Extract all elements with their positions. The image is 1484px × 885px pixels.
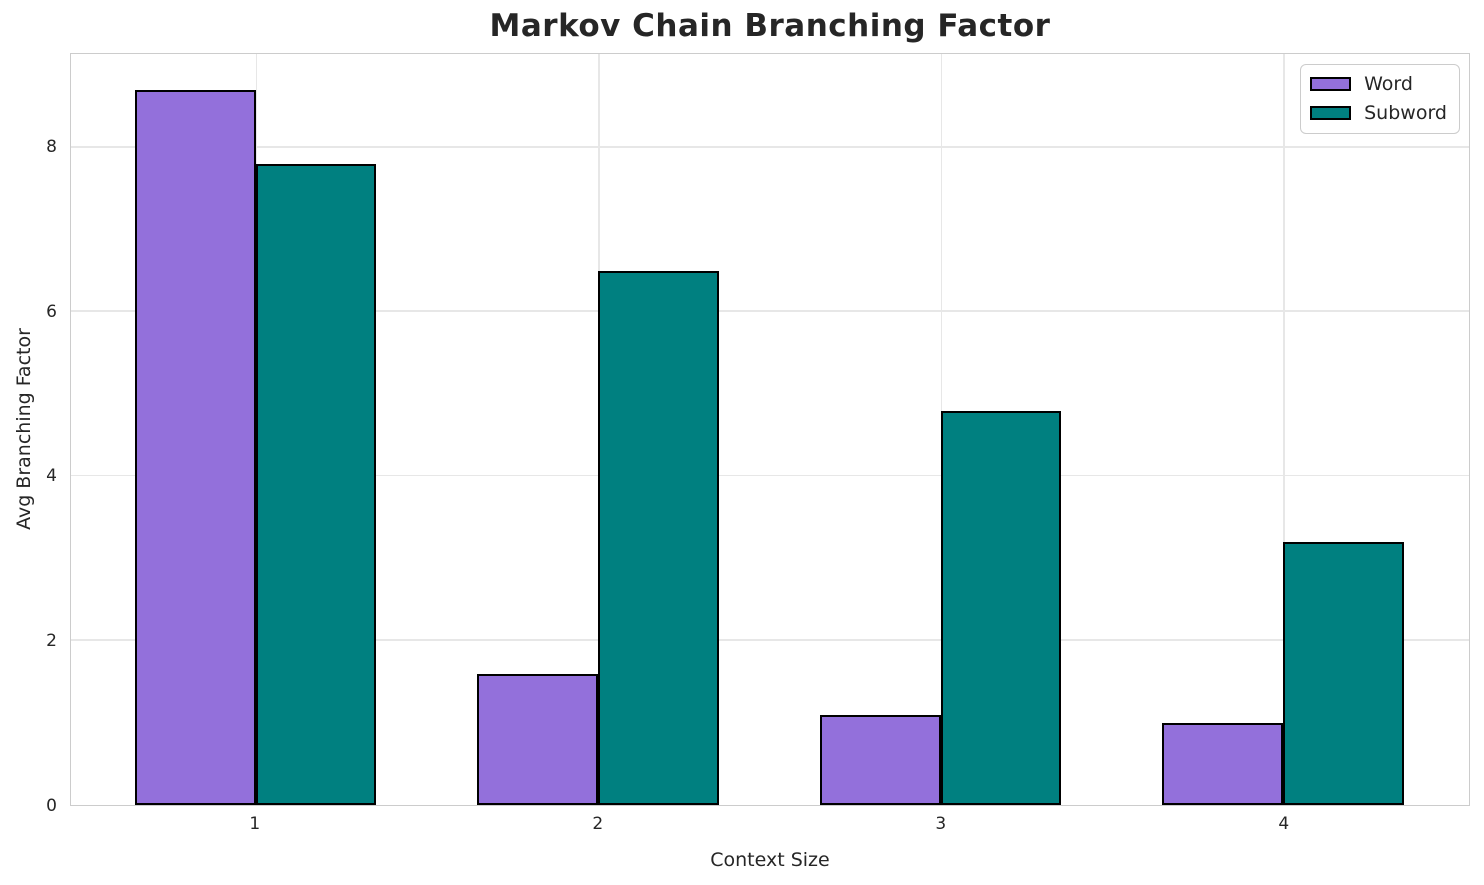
legend-swatch-word — [1310, 77, 1352, 92]
legend-label: Word — [1364, 73, 1413, 95]
bar-subword-2 — [598, 270, 719, 805]
x-tick-label: 2 — [592, 814, 604, 834]
x-tick-label: 1 — [249, 814, 261, 834]
bar-subword-4 — [1283, 542, 1404, 805]
legend: Word Subword — [1300, 64, 1460, 134]
v-gridline — [1283, 54, 1285, 805]
y-tick-label: 8 — [46, 136, 57, 157]
plot-area: Word Subword — [70, 53, 1470, 806]
h-gridline — [71, 474, 1469, 477]
y-tick-label: 4 — [46, 466, 57, 487]
bar-word-1 — [134, 90, 256, 805]
bar-word-3 — [819, 714, 941, 805]
chart-title: Markov Chain Branching Factor — [489, 8, 1051, 44]
x-axis-label: Context Size — [710, 849, 830, 871]
x-tick-label: 3 — [935, 814, 947, 834]
bar-word-4 — [1162, 722, 1284, 805]
y-tick-label: 2 — [46, 631, 57, 652]
h-gridline — [71, 145, 1469, 148]
legend-label: Subword — [1364, 101, 1447, 124]
y-tick-label: 6 — [46, 301, 57, 322]
y-axis-label: Avg Branching Factor — [13, 328, 35, 530]
bar-subword-1 — [255, 164, 377, 805]
h-gridline — [71, 310, 1469, 313]
legend-swatch-subword — [1310, 106, 1352, 121]
bar-subword-3 — [940, 410, 1062, 805]
bar-word-2 — [477, 673, 599, 805]
legend-item-subword: Subword — [1310, 101, 1447, 124]
x-tick-label: 4 — [1278, 814, 1290, 834]
y-tick-label: 0 — [46, 796, 57, 816]
h-gridline — [71, 638, 1469, 641]
legend-item-word: Word — [1310, 74, 1447, 95]
